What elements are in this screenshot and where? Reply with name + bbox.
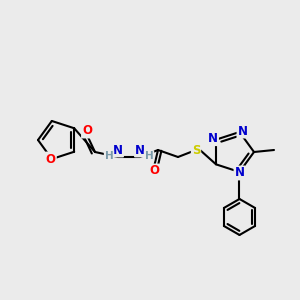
Text: O: O	[46, 152, 56, 166]
Text: S: S	[192, 143, 200, 157]
Text: H: H	[105, 151, 113, 161]
Text: N: N	[235, 167, 244, 179]
Text: H: H	[145, 151, 153, 161]
Text: N: N	[238, 124, 248, 137]
Text: N: N	[208, 132, 218, 145]
Text: O: O	[82, 124, 92, 137]
Text: N: N	[113, 143, 123, 157]
Text: O: O	[149, 164, 159, 178]
Text: N: N	[135, 143, 145, 157]
